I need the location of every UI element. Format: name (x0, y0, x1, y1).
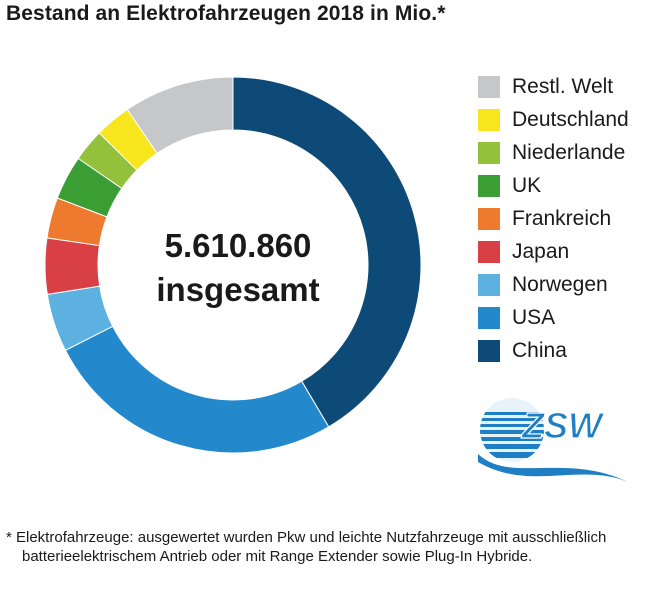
legend-item: UK (478, 169, 629, 202)
legend-item: Norwegen (478, 268, 629, 301)
donut-slice-japan (44, 237, 101, 295)
donut-slices (44, 76, 422, 454)
total-value: 5.610.860 (164, 227, 312, 264)
donut-center-label: 5.610.860 insgesamt (98, 224, 378, 312)
legend-label: Norwegen (512, 272, 608, 296)
footnote: * Elektrofahrzeuge: ausgewertet wurden P… (6, 529, 607, 565)
legend-item: Restl. Welt (478, 70, 629, 103)
donut-slice-china (232, 76, 422, 428)
legend-label: UK (512, 173, 542, 197)
zsw-logo: ZSW (478, 398, 628, 482)
legend-label: Deutschland (512, 107, 629, 131)
legend-swatch (478, 339, 500, 362)
legend-item: Deutschland (478, 103, 629, 136)
logo-text: ZSW (521, 405, 605, 446)
legend-swatch (478, 174, 500, 197)
legend-swatch (478, 141, 500, 164)
legend-item: Frankreich (478, 202, 629, 235)
legend-label: Restl. Welt (512, 74, 614, 98)
legend-label: USA (512, 305, 556, 329)
legend-item: USA (478, 301, 629, 334)
legend-label: Japan (512, 239, 570, 263)
legend-swatch (478, 207, 500, 230)
legend-label: Niederlande (512, 140, 626, 164)
legend: Restl. Welt Deutschland Niederlande UK F… (478, 70, 629, 367)
legend-item: Japan (478, 235, 629, 268)
total-caption: insgesamt (156, 271, 320, 308)
donut-slice-usa (64, 325, 330, 454)
legend-swatch (478, 273, 500, 296)
legend-item: China (478, 334, 629, 367)
chart-title: Bestand an Elektrofahrzeugen 2018 in Mio… (6, 2, 446, 25)
legend-swatch (478, 108, 500, 131)
legend-swatch (478, 306, 500, 329)
legend-label: China (512, 338, 567, 362)
legend-label: Frankreich (512, 206, 612, 230)
legend-swatch (478, 75, 500, 98)
legend-swatch (478, 240, 500, 263)
donut-slice-restl-welt (126, 76, 234, 155)
legend-item: Niederlande (478, 136, 629, 169)
